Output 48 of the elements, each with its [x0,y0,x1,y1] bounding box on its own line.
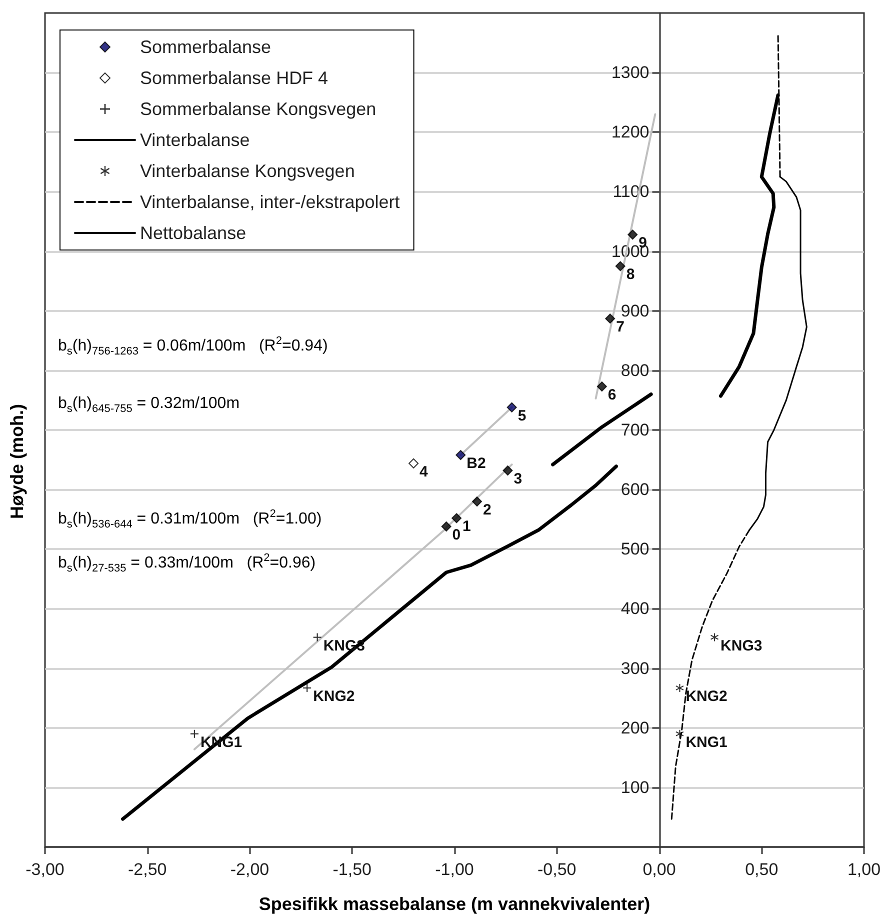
y-tick-label: 100 [620,778,650,797]
annotation: b$_{s}$(h)$_{645-755}$ = 0.32m/100m [58,395,240,416]
annotation: 1 [462,518,471,536]
legend-label: Sommerbalanse [140,37,272,57]
y-tick-label: 1300 [611,63,650,82]
annotation: B2 [466,455,486,472]
annotation: KNG3 [720,637,762,654]
legend-label: Vinterbalanse, inter-/ekstrapolert [140,192,400,212]
y-axis-title: Høyde (moh.) [7,404,27,519]
x-tick-label: -2,00 [230,860,270,879]
annotation: 0 [452,526,461,544]
y-tick-label: 1200 [611,122,650,142]
x-tick-label: -2,50 [128,860,167,879]
y-tick-label: 500 [620,540,650,559]
annotation: KNG1 [686,734,728,751]
annotation: b$_{s}$(h)$_{536-644}$ = 0.31m/100m (R$^{2}$=1.00) [58,508,322,531]
x-tick-label: -1,00 [435,860,474,879]
y-tick-label: 400 [620,599,650,618]
annotation: 5 [518,407,526,424]
annotation: b$_{s}$(h)$_{756-1263}$ = 0.06m/100m (R$^{2}$=0.94) [58,335,328,358]
y-tick-label: 700 [620,420,650,440]
annotation: 4 [420,463,429,480]
x-tick-label: -0,50 [538,860,576,879]
x-tick-label: 0,50 [745,860,778,879]
annotation: 7 [616,318,624,336]
annotation: 8 [626,266,635,284]
annotation: KNG2 [686,688,728,705]
y-tick-label: 1100 [612,182,650,202]
x-tick-label: 1,00 [847,860,881,879]
legend-label: Nettobalanse [140,223,246,243]
annotation: 6 [608,386,616,404]
annotation: 2 [483,501,492,518]
legend-label: Sommerbalanse Kongsvegen [140,99,376,119]
legend-label: Sommerbalanse HDF 4 [140,68,328,88]
y-tick-label: 200 [620,718,650,738]
annotation: b$_{s}$(h)$_{27-535}$ = 0.33m/100m (R$^{2}$=0.96) [58,552,316,575]
annotation: KNG2 [313,688,355,705]
y-tick-label: 800 [620,360,650,380]
legend-label: Vinterbalanse Kongsvegen [140,161,355,181]
legend-label: Vinterbalanse [140,130,250,150]
x-tick-label: 0,00 [642,860,676,879]
x-tick-label: -1,50 [332,860,372,879]
x-tick-label: -3,00 [26,860,64,879]
y-tick-label: 600 [620,480,650,500]
y-tick-label: 300 [620,658,650,678]
annotation: 3 [514,470,522,488]
y-tick-label: 900 [620,301,650,320]
x-axis-title: Spesifikk massebalanse (m vannekvivalenter) [258,894,650,914]
